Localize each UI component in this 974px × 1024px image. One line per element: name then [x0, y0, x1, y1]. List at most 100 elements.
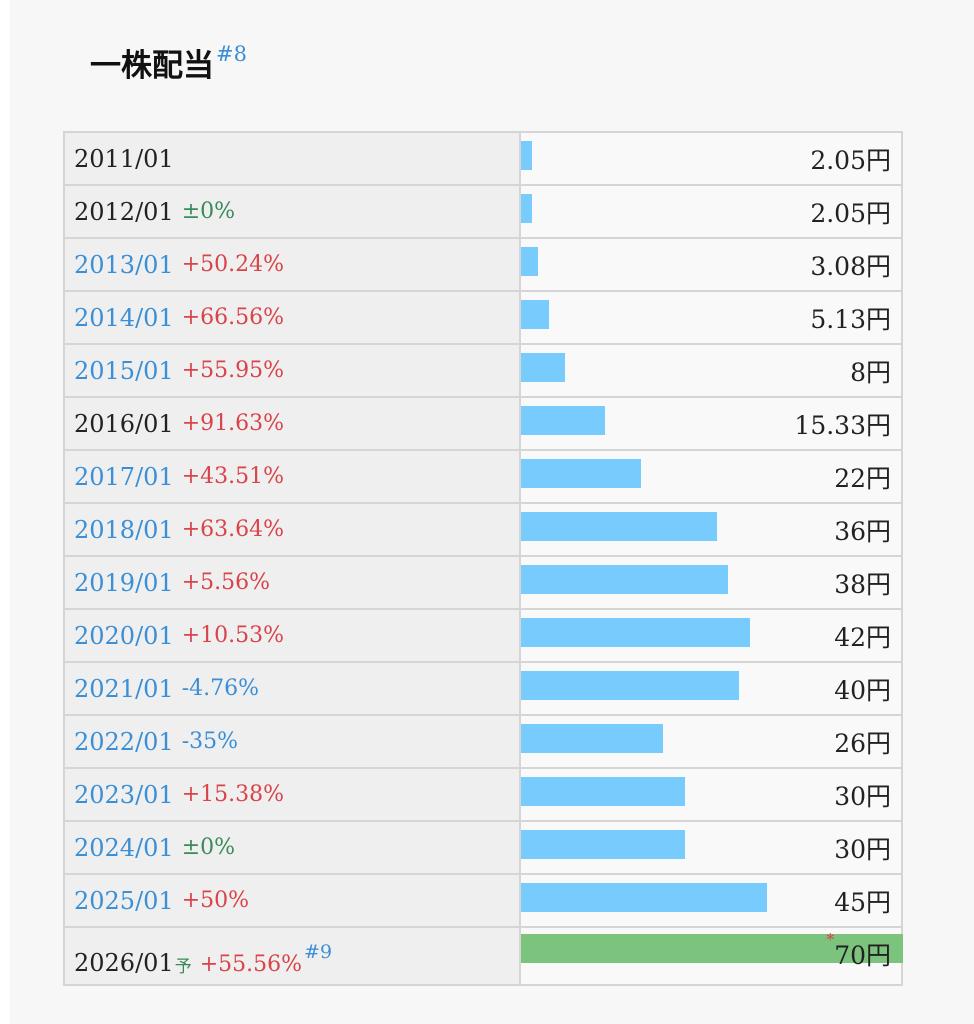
forecast-asterisk: *	[826, 930, 835, 949]
forecast-mark: 予	[174, 957, 192, 977]
dividend-amount: 2.05円	[810, 198, 891, 228]
date-link[interactable]: 2017/01	[74, 462, 174, 491]
dividend-amount: 5.13円	[810, 304, 891, 334]
dividend-row: 2021/01 -4.76% 40円	[65, 663, 901, 716]
dividend-bar	[521, 141, 532, 170]
change-percent: +10.53%	[181, 623, 285, 648]
change-percent: +15.38%	[181, 782, 285, 807]
dividend-amount: 22円	[834, 463, 891, 493]
date-cell: 2024/01 ±0%	[65, 822, 521, 873]
dividend-amount: 15.33円	[794, 410, 891, 440]
dividend-bar	[521, 353, 565, 382]
date-cell: 2011/01	[65, 133, 521, 184]
bar-cell: 26円	[521, 716, 901, 767]
date-link[interactable]: 2025/01	[74, 886, 174, 915]
dividend-row: 2018/01 +63.64% 36円	[65, 504, 901, 557]
dividend-amount: 40円	[834, 675, 891, 705]
dividend-amount: 36円	[834, 516, 891, 546]
section-title: 一株配当#8	[90, 40, 247, 85]
change-percent: ±0%	[181, 835, 236, 860]
change-percent: +50%	[181, 888, 250, 913]
date-link[interactable]: 2019/01	[74, 568, 174, 597]
bar-cell: 42円	[521, 610, 901, 661]
date-cell: 2018/01 +63.64%	[65, 504, 521, 555]
change-percent: +55.95%	[181, 358, 285, 383]
dividend-amount: 2.05円	[810, 145, 891, 175]
date-link[interactable]: 2021/01	[74, 674, 174, 703]
dividend-row: 2022/01 -35% 26円	[65, 716, 901, 769]
date-cell: 2014/01 +66.56%	[65, 292, 521, 343]
date-cell: 2016/01 +91.63%	[65, 398, 521, 449]
dividend-row: 2025/01 +50% 45円	[65, 875, 901, 928]
dividend-row: 2014/01 +66.56% 5.13円	[65, 292, 901, 345]
bar-cell: 15.33円	[521, 398, 901, 449]
footnote-link-9[interactable]: #9	[304, 941, 333, 963]
bar-cell: 36円	[521, 504, 901, 555]
bar-cell: 30円	[521, 769, 901, 820]
date-link[interactable]: 2015/01	[74, 356, 174, 385]
change-percent: +50.24%	[181, 252, 285, 277]
dividend-bar	[521, 883, 767, 912]
bar-cell: 2.05円	[521, 133, 901, 184]
dividend-row: 2024/01 ±0% 30円	[65, 822, 901, 875]
forecast-date-cell: 2026/01 予 +55.56% #9	[65, 928, 521, 984]
change-percent: +5.56%	[181, 570, 271, 595]
change-percent: +43.51%	[181, 464, 285, 489]
dividend-row: 2023/01 +15.38% 30円	[65, 769, 901, 822]
bar-cell: 22円	[521, 451, 901, 502]
bar-cell: 45円	[521, 875, 901, 926]
forecast-bar	[521, 934, 903, 963]
bar-cell: 3.08円	[521, 239, 901, 290]
date-link[interactable]: 2020/01	[74, 621, 174, 650]
dividend-row: 2012/01 ±0% 2.05円	[65, 186, 901, 239]
date-cell: 2019/01 +5.56%	[65, 557, 521, 608]
bar-cell: 30円	[521, 822, 901, 873]
date-link[interactable]: 2023/01	[74, 780, 174, 809]
date-link[interactable]: 2018/01	[74, 515, 174, 544]
dividend-amount: 38円	[834, 569, 891, 599]
dividend-bar	[521, 459, 641, 488]
dividend-row: 2017/01 +43.51% 22円	[65, 451, 901, 504]
dividend-row: 2015/01 +55.95% 8円	[65, 345, 901, 398]
date-link[interactable]: 2024/01	[74, 833, 174, 862]
forecast-bar-cell: * 70円	[521, 928, 903, 984]
dividend-amount: 30円	[834, 781, 891, 811]
change-percent: ±0%	[181, 199, 236, 224]
change-percent: +63.64%	[181, 517, 285, 542]
dividend-bar	[521, 830, 685, 859]
forecast-date: 2026/01	[74, 949, 174, 977]
date-link[interactable]: 2013/01	[74, 250, 174, 279]
date-cell: 2025/01 +50%	[65, 875, 521, 926]
date-cell: 2021/01 -4.76%	[65, 663, 521, 714]
forecast-amount: * 70円	[826, 930, 891, 992]
dividend-table: 2011/01 2.05円 2012/01 ±0% 2.05円 2013/01 +50.24…	[63, 131, 903, 986]
dividend-bar	[521, 300, 549, 329]
bar-cell: 8円	[521, 345, 901, 396]
dividend-bar	[521, 247, 538, 276]
dividend-bar	[521, 512, 717, 541]
dividend-amount: 42円	[834, 622, 891, 652]
bar-cell: 5.13円	[521, 292, 901, 343]
date-cell: 2012/01 ±0%	[65, 186, 521, 237]
dividend-amount: 26円	[834, 728, 891, 758]
dividend-bar	[521, 406, 605, 435]
change-percent: +66.56%	[181, 305, 285, 330]
bar-cell: 40円	[521, 663, 901, 714]
dividend-bar	[521, 777, 685, 806]
dividend-bar	[521, 618, 750, 647]
date-link[interactable]: 2022/01	[74, 727, 174, 756]
date-cell: 2020/01 +10.53%	[65, 610, 521, 661]
dividend-bar	[521, 724, 663, 753]
dividend-row: 2013/01 +50.24% 3.08円	[65, 239, 901, 292]
dividend-bar	[521, 671, 739, 700]
date-cell: 2013/01 +50.24%	[65, 239, 521, 290]
date-link[interactable]: 2014/01	[74, 303, 174, 332]
dividend-bar	[521, 565, 728, 594]
forecast-change: +55.56%	[199, 952, 303, 977]
bar-cell: 38円	[521, 557, 901, 608]
footnote-link-8[interactable]: #8	[216, 41, 247, 66]
date-cell: 2022/01 -35%	[65, 716, 521, 767]
change-percent: +91.63%	[181, 411, 285, 436]
date-cell: 2023/01 +15.38%	[65, 769, 521, 820]
date-cell: 2017/01 +43.51%	[65, 451, 521, 502]
